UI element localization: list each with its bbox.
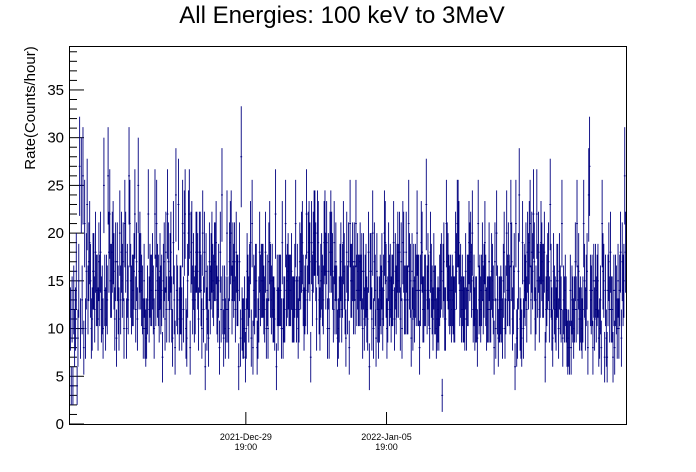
chart-title: All Energies: 100 keV to 3MeV [179,2,505,29]
y-axis: 0 5 10 15 20 25 30 35 [47,51,84,433]
y-tick-label: 35 [47,82,64,99]
y-axis-label: Rate(Counts/hour) [22,46,39,169]
y-tick-label: 5 [56,368,64,385]
y-tick-label: 15 [47,273,64,290]
y-tick-label: 0 [56,416,64,433]
y-tick-label: 10 [47,321,64,338]
y-tick-label: 20 [47,225,64,242]
y-tick-label: 25 [47,177,64,194]
x-tick-label-date: 2021-Dec-29 [220,432,272,442]
y-tick-label: 30 [47,130,64,147]
x-tick-label-time: 19:00 [375,442,398,452]
data-series [69,106,627,412]
x-tick-label-date: 2022-Jan-05 [361,432,412,442]
x-tick-label-time: 19:00 [235,442,258,452]
plot-frame [69,46,627,425]
